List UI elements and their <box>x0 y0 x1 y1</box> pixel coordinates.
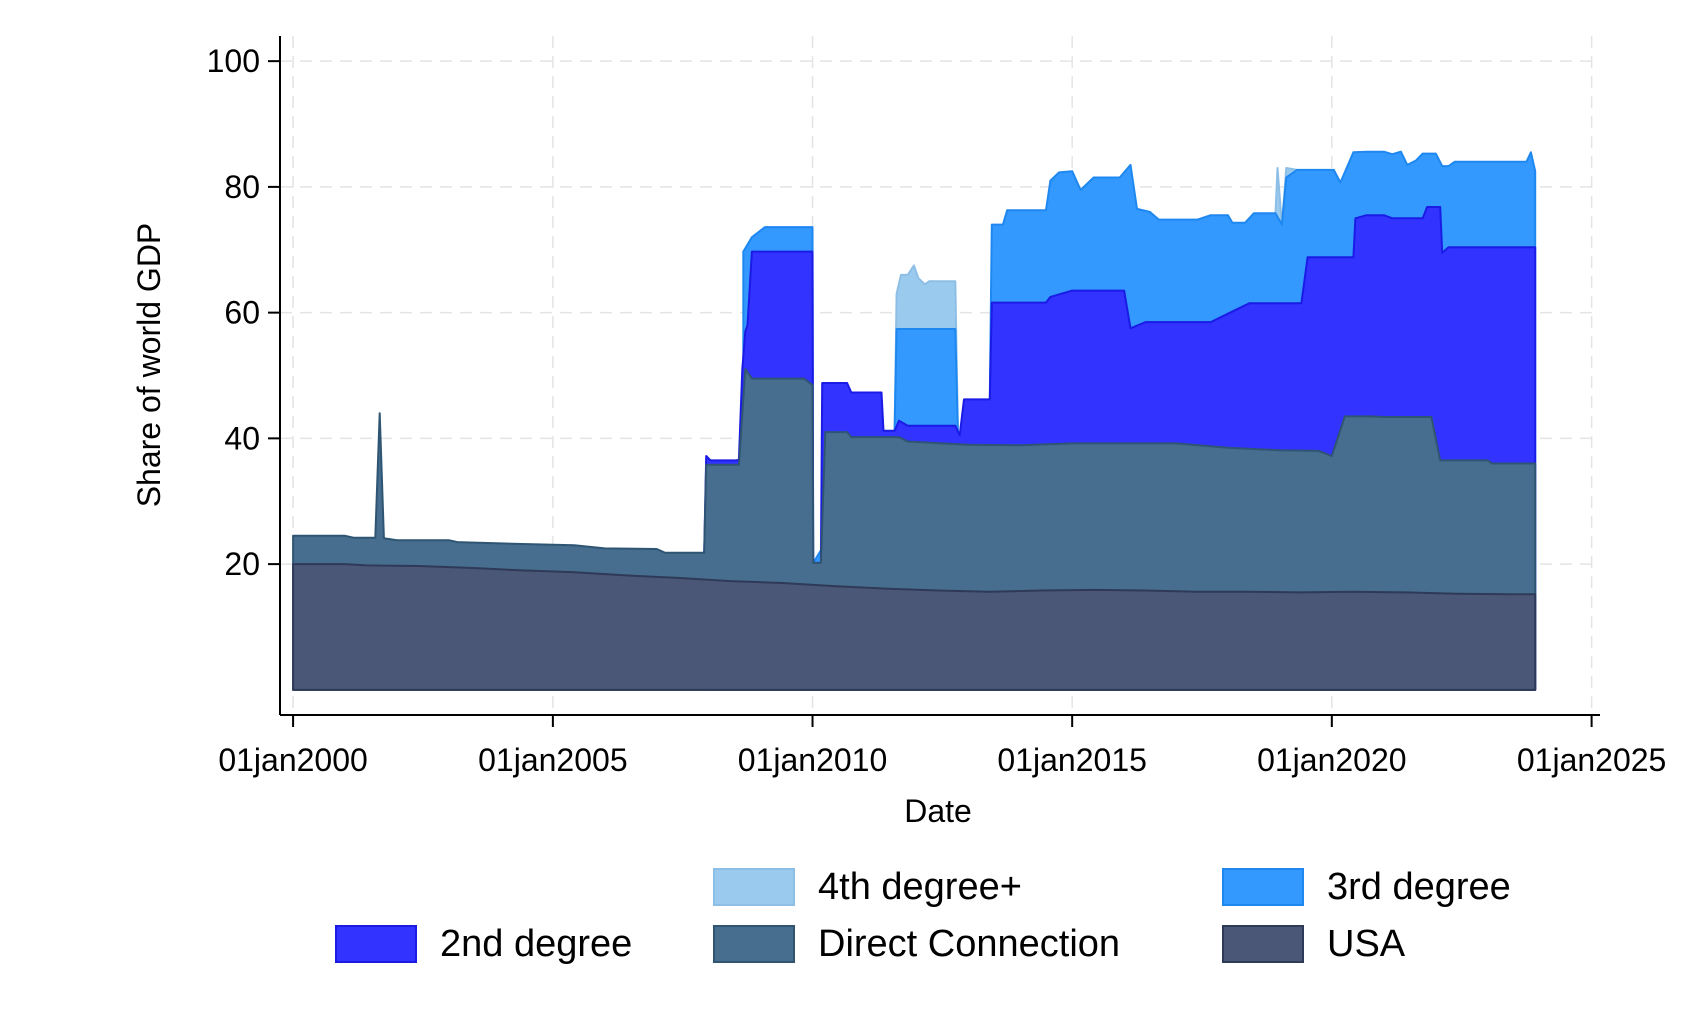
x-tick-label: 01jan2015 <box>997 742 1146 778</box>
x-tick-label: 01jan2000 <box>218 742 367 778</box>
legend-label: 2nd degree <box>440 923 632 965</box>
legend-item-usa: USA <box>1222 923 1406 965</box>
legend-swatch <box>1222 868 1304 906</box>
axes <box>279 36 1600 716</box>
legend: 4th degree+ 3rd degree 2nd degree Direct Co… <box>335 866 1511 965</box>
y-axis-ticks: 20 40 60 80 100 <box>207 43 280 582</box>
legend-item-3rd-degree: 3rd degree <box>1222 866 1511 908</box>
legend-swatch <box>1222 925 1304 963</box>
legend-label: 3rd degree <box>1327 866 1511 908</box>
x-tick-label: 01jan2010 <box>738 742 887 778</box>
legend-swatch <box>713 925 795 963</box>
y-tick-label: 20 <box>224 546 260 582</box>
y-tick-label: 60 <box>224 295 260 331</box>
y-tick-label: 100 <box>207 43 260 79</box>
area-usa <box>292 563 1537 691</box>
legend-item-direct-connection: Direct Connection <box>713 923 1120 965</box>
y-axis-title: Share of world GDP <box>131 223 167 508</box>
legend-swatch <box>713 868 795 906</box>
y-tick-label: 40 <box>224 420 260 456</box>
x-axis-title: Date <box>904 793 972 829</box>
legend-item-2nd-degree: 2nd degree <box>335 923 632 965</box>
x-axis-ticks: 01jan2000 01jan2005 01jan2010 01jan2015 01ja… <box>218 715 1666 778</box>
y-tick-label: 80 <box>224 169 260 205</box>
legend-item-4th-degree: 4th degree+ <box>713 866 1022 908</box>
x-tick-label: 01jan2025 <box>1517 742 1666 778</box>
legend-label: 4th degree+ <box>818 866 1022 908</box>
x-tick-label: 01jan2005 <box>478 742 627 778</box>
legend-label: Direct Connection <box>818 923 1120 965</box>
legend-swatch <box>335 925 417 963</box>
plot-areas <box>292 150 1537 691</box>
x-tick-label: 01jan2020 <box>1257 742 1406 778</box>
legend-label: USA <box>1327 923 1406 965</box>
